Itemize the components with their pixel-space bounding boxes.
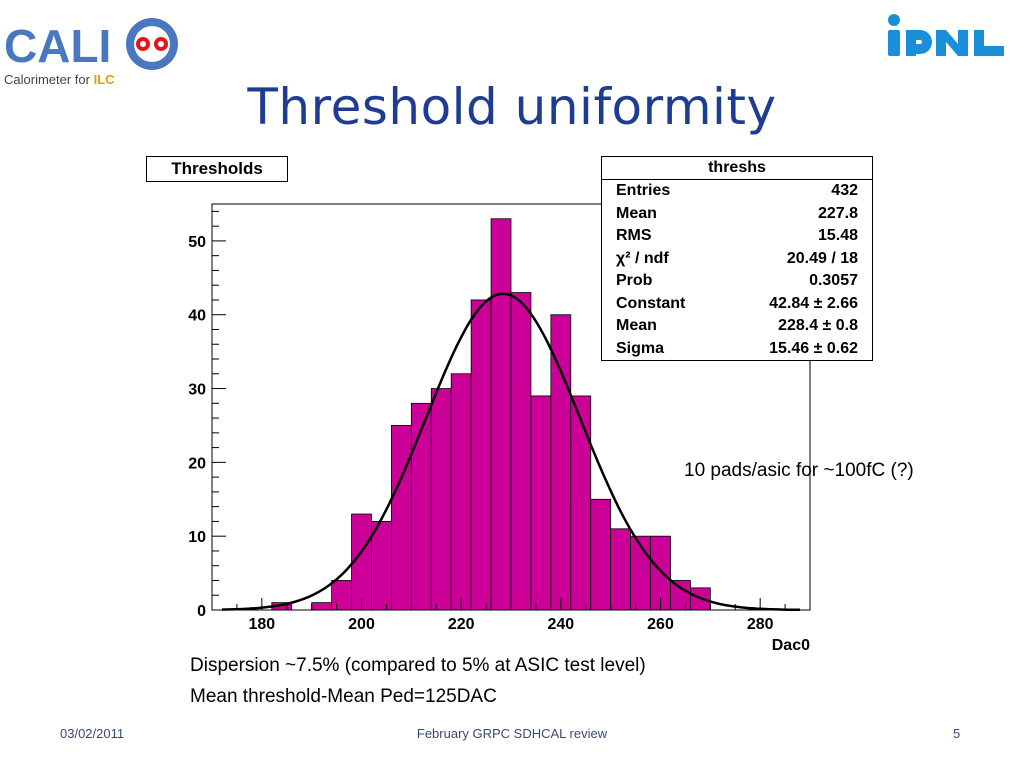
histogram-bar <box>430 388 452 611</box>
stats-label: Mean <box>616 317 657 334</box>
footer-date: 03/02/2011 <box>60 726 125 741</box>
calice-subtitle: Calorimeter for ILC <box>4 72 115 87</box>
histogram-bar <box>550 314 572 611</box>
caption-mean-threshold: Mean threshold-Mean Ped=125DAC <box>190 686 497 707</box>
y-tick-label: 50 <box>188 234 206 251</box>
y-tick-label: 20 <box>188 455 206 472</box>
stats-label: Entries <box>616 182 671 199</box>
histogram-bar <box>610 528 632 611</box>
stats-value: 15.46 ± 0.62 <box>769 339 858 357</box>
stats-value: 42.84 ± 2.66 <box>769 294 858 312</box>
fit-curve <box>221 292 800 612</box>
stats-value: 228.4 ± 0.8 <box>778 317 858 334</box>
axes: 180 200 220 240 260 280 0 10 20 30 40 50 Dac0 <box>188 203 811 654</box>
stats-row: Prob 0.3057 <box>602 270 872 293</box>
histogram-bars <box>271 218 711 611</box>
x-tick-label: 260 <box>647 616 674 633</box>
caption-dispersion: Dispersion ~7.5% (compared to 5% at ASIC… <box>190 655 646 676</box>
histogram-bar <box>390 425 412 611</box>
histogram-bar <box>450 373 472 611</box>
calice-logo: CALI Calorimeter for ILC <box>4 18 178 87</box>
stats-label: RMS <box>616 227 652 244</box>
histogram-bar <box>590 498 612 611</box>
stats-label: χ² / ndf <box>616 249 669 267</box>
footer-title: February GRPC SDHCAL review <box>416 726 608 741</box>
stats-label: Constant <box>616 294 686 312</box>
y-tick-label: 10 <box>188 529 206 546</box>
histogram-bar <box>371 521 392 611</box>
histogram-bar <box>311 602 332 611</box>
stats-value: 20.49 / 18 <box>786 249 858 267</box>
stats-name: threshs <box>602 157 872 180</box>
x-tick-label: 220 <box>448 616 475 633</box>
histogram-bar <box>570 395 592 611</box>
y-tick-label: 40 <box>188 308 206 325</box>
stats-label: Prob <box>616 272 653 289</box>
x-axis-label: Dac0 <box>772 637 810 654</box>
y-tick-label: 30 <box>188 382 206 399</box>
histogram-bar <box>410 402 432 611</box>
histogram-bar <box>530 395 552 611</box>
stats-value: 227.8 <box>817 204 858 222</box>
stats-row: Sigma 15.46 ± 0.62 <box>602 338 872 361</box>
stats-row: RMS 15.48 <box>602 225 872 248</box>
stats-row: Mean 228.4 ± 0.8 <box>602 315 872 338</box>
stats-value: 0.3057 <box>809 272 858 289</box>
histogram-bar <box>670 580 691 611</box>
stats-label: Sigma <box>616 339 665 357</box>
stats-label: Mean <box>616 204 657 222</box>
stats-value: 15.48 <box>817 227 858 244</box>
stats-row: χ² / ndf 20.49 / 18 <box>602 248 872 271</box>
page-number: 5 <box>953 726 961 741</box>
histogram-bar <box>510 292 532 611</box>
stats-value: 432 <box>831 182 858 199</box>
stats-row: Mean 227.8 <box>602 203 872 226</box>
stats-row: Entries 432 <box>602 180 872 203</box>
histogram-bar <box>490 218 512 611</box>
stats-row: Constant 42.84 ± 2.66 <box>602 293 872 316</box>
gaussian-fit <box>221 292 800 612</box>
annotation-text: 10 pads/asic for ~100fC (?) <box>684 460 914 481</box>
x-tick-label: 180 <box>248 616 275 633</box>
x-tick-label: 240 <box>547 616 574 633</box>
calice-logo-text: CALI <box>4 20 111 72</box>
x-tick-label: 200 <box>348 616 375 633</box>
ipnl-logo <box>888 14 1004 56</box>
page-title: Threshold uniformity <box>247 78 777 136</box>
x-tick-label: 280 <box>747 616 774 633</box>
stats-box: threshs Entries 432 Mean 227.8 RMS 15.48 χ² / … <box>601 156 873 361</box>
y-tick-label: 0 <box>197 603 206 620</box>
histogram-bar <box>470 299 492 611</box>
histogram-bar <box>331 580 352 611</box>
histogram-title: Thresholds <box>146 156 288 182</box>
